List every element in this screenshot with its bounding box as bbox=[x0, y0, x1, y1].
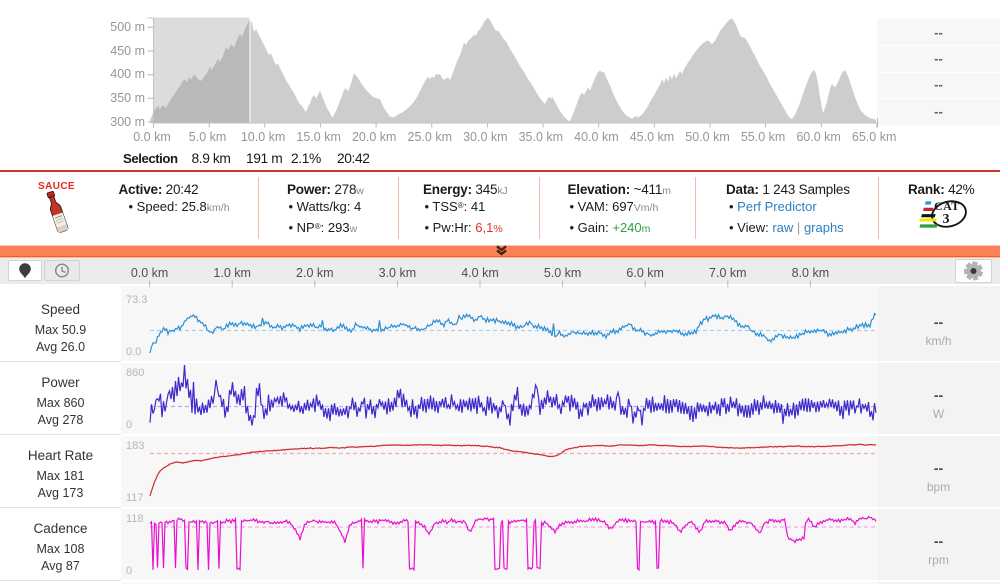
svg-text:3: 3 bbox=[943, 212, 950, 227]
svg-text:CAT: CAT bbox=[934, 199, 960, 213]
